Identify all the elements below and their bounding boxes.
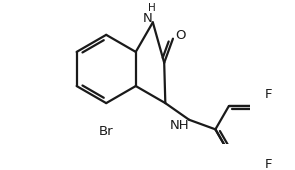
- Text: F: F: [265, 88, 272, 101]
- Text: NH: NH: [170, 119, 189, 132]
- Text: H: H: [148, 3, 156, 13]
- Text: O: O: [176, 29, 186, 42]
- Text: N: N: [143, 12, 153, 26]
- Text: F: F: [265, 158, 272, 170]
- Text: Br: Br: [99, 125, 114, 138]
